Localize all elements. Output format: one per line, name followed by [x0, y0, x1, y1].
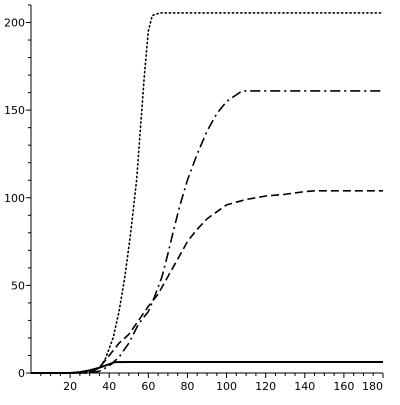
x-tick-label: 60 [141, 380, 155, 393]
series-dashdot-line [31, 90, 383, 374]
x-tick-label: 160 [333, 380, 354, 393]
y-tick-label: 150 [4, 104, 25, 117]
y-tick-label: 200 [4, 17, 25, 30]
y-tick-label: 100 [4, 192, 25, 205]
x-tick-label: 40 [102, 380, 116, 393]
x-tick-label: 120 [255, 380, 276, 393]
x-tick-label: 180 [362, 380, 383, 393]
x-tick-label: 20 [63, 380, 77, 393]
series-solid-line [31, 361, 383, 374]
x-tick-label: 80 [180, 380, 194, 393]
x-tick-label: 100 [216, 380, 237, 393]
series-layer [30, 12, 384, 374]
x-tick-label: 140 [294, 380, 315, 393]
series-dashed-line [31, 190, 383, 374]
series-dotted-line [30, 12, 384, 374]
y-tick-label: 0 [18, 367, 25, 380]
tick-labels: 0 50 100 150 200 20 40 60 80 100 120 140 160 180 [4, 17, 383, 393]
y-tick-label: 50 [11, 279, 25, 292]
axes [26, 4, 384, 378]
